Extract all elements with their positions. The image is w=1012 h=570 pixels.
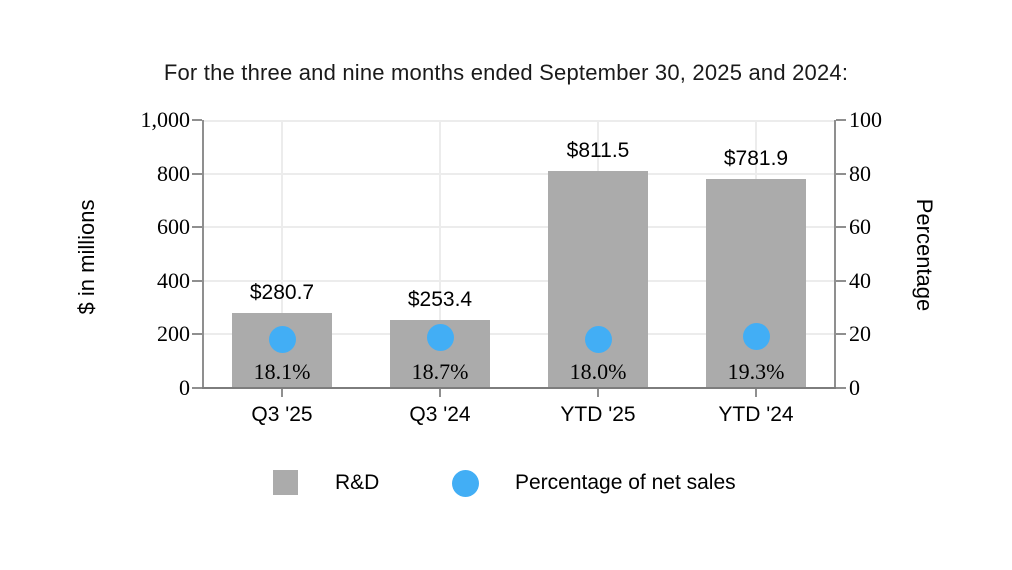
gridline <box>281 120 283 388</box>
percentage-label: 19.3% <box>727 359 785 384</box>
bar-group: $253.4 18.7% Q3 '24 <box>390 120 490 426</box>
legend-rd-label: R&D <box>335 471 380 494</box>
axis-tick <box>836 280 846 282</box>
axis-tick <box>281 389 283 397</box>
axis-tick <box>192 333 202 335</box>
left-axis-tick-label: 0 <box>179 375 190 400</box>
left-axis-tick-label: 800 <box>157 161 190 186</box>
x-axis-category-label: Q3 '24 <box>409 403 471 426</box>
gridline <box>203 280 835 282</box>
plot-area: $280.7 18.1% Q3 '25 $253.4 18.7% Q3 '24 … <box>203 120 835 426</box>
right-axis-tick-label: 20 <box>849 321 871 346</box>
percentage-dot <box>742 322 770 350</box>
legend-pct-swatch <box>452 470 479 497</box>
left-axis-tick-label: 600 <box>157 214 190 239</box>
rd-bar <box>548 170 648 388</box>
bar-group: $280.7 18.1% Q3 '25 <box>232 120 332 426</box>
gridline <box>203 173 835 175</box>
axis-tick <box>192 387 202 389</box>
percentage-label: 18.7% <box>411 359 469 384</box>
axis-tick <box>836 173 846 175</box>
axis-tick <box>192 280 202 282</box>
bar-value-label: $280.7 <box>249 280 315 304</box>
right-axis-tick-label: 100 <box>849 107 882 132</box>
bar-value-label: $253.4 <box>407 288 473 312</box>
axis-tick <box>439 389 441 397</box>
left-axis-line <box>202 120 204 388</box>
axis-tick <box>192 119 202 121</box>
left-axis-tick-label: 400 <box>157 268 190 293</box>
legend: R&D Percentage of net sales <box>0 468 1012 498</box>
right-axis-tick-label: 0 <box>849 375 860 400</box>
legend-pct-label: Percentage of net sales <box>515 471 736 494</box>
gridline <box>439 120 441 388</box>
rd-bar <box>706 178 806 388</box>
gridline <box>203 333 835 335</box>
percentage-label: 18.0% <box>569 359 627 384</box>
gridline <box>203 120 835 122</box>
bar-group: $781.9 19.3% YTD '24 <box>706 120 806 426</box>
right-axis-tick-label: 40 <box>849 268 871 293</box>
right-axis-tick-label: 80 <box>849 161 871 186</box>
chart-title: For the three and nine months ended Sept… <box>163 60 849 85</box>
bar-group: $811.5 18.0% YTD '25 <box>548 120 648 426</box>
axis-tick <box>192 173 202 175</box>
legend-rd-swatch <box>273 470 298 495</box>
x-axis-category-label: YTD '24 <box>718 403 794 426</box>
axis-tick <box>836 333 846 335</box>
x-axis-category-label: Q3 '25 <box>251 403 313 426</box>
axis-tick <box>597 389 599 397</box>
percentage-dot <box>584 326 612 354</box>
left-axis-tick-label: 1,000 <box>140 107 191 132</box>
left-axis-tick-label: 200 <box>157 321 190 346</box>
right-axis-line <box>834 120 836 388</box>
percentage-dot <box>426 324 454 352</box>
axis-tick <box>755 389 757 397</box>
bottom-axis-line <box>202 387 836 389</box>
x-axis-category-label: YTD '25 <box>560 403 636 426</box>
axis-tick <box>836 387 846 389</box>
axis-tick <box>192 226 202 228</box>
axis-tick <box>836 226 846 228</box>
percentage-label: 18.1% <box>253 359 311 384</box>
percentage-dot <box>268 326 296 353</box>
right-axis-tick-label: 60 <box>849 214 871 239</box>
bar-value-label: $781.9 <box>723 146 789 170</box>
bar-value-label: $811.5 <box>566 138 630 162</box>
axis-tick <box>836 119 846 121</box>
gridline <box>203 226 835 228</box>
